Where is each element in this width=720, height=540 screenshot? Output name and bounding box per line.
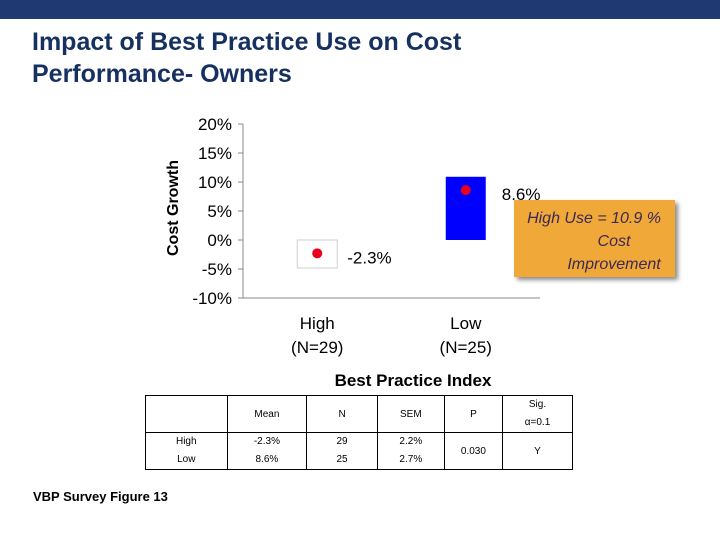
header-p: P (443, 395, 504, 433)
sig-value: Y (502, 432, 573, 470)
x-tick-label: Low (450, 314, 482, 333)
callout-line-2: Cost (598, 233, 631, 250)
callout-box: High Use = 10.9 % Cost Improvement (514, 200, 675, 277)
mean-high: -2.3% (253, 436, 280, 447)
x-tick-label: High (300, 314, 335, 333)
stats-table: Mean N SEM P Sig. α=0.1 High Low -2.3% 8… (145, 395, 573, 470)
value-label: 8.6% (502, 185, 541, 204)
header-mean: Mean (226, 395, 308, 433)
title-line-2: Performance- Owners (32, 60, 292, 88)
row-labels: High Low (145, 432, 228, 470)
y-axis-label: Cost Growth (165, 160, 182, 256)
table-row: High Low -2.3% 8.6% 29 25 2.2% 2.7% 0.03… (145, 432, 573, 470)
p-value: 0.030 (443, 432, 504, 470)
table-header-row: Mean N SEM P Sig. α=0.1 (145, 395, 573, 433)
y-tick-label: 20% (198, 115, 232, 134)
mean-points (296, 185, 471, 269)
mean-values: -2.3% 8.6% (226, 432, 308, 470)
x-axis-ticks: High (N=29) Low (N=25) (291, 314, 492, 357)
y-tick-label: 15% (198, 144, 232, 163)
y-tick-label: -10% (192, 289, 232, 308)
row-label-high: High (175, 436, 197, 447)
n-low: 25 (336, 454, 348, 465)
header-sig-label: Sig. (528, 399, 547, 410)
value-label: -2.3% (347, 248, 391, 267)
footer-caption: VBP Survey Figure 13 (33, 489, 168, 504)
mean-point (460, 185, 471, 196)
header-n: N (306, 395, 378, 433)
row-label-low: Low (177, 454, 196, 465)
header-bar (0, 0, 720, 19)
value-labels: -2.3% 8.6% (347, 185, 540, 267)
y-tick-label: 0% (207, 231, 232, 250)
x-tick-label: (N=25) (440, 338, 492, 357)
y-tick-label: 5% (207, 202, 232, 221)
n-values: 29 25 (306, 432, 378, 470)
sem-values: 2.2% 2.7% (376, 432, 445, 470)
mean-point (312, 248, 323, 259)
sem-high: 2.2% (399, 436, 423, 447)
x-tick-label: (N=29) (291, 338, 343, 357)
header-sig: Sig. α=0.1 (502, 395, 573, 433)
header-sig-alpha: α=0.1 (524, 417, 551, 428)
cost-growth-chart: Cost Growth 20% 15% 10% 5% 0% -5% -10% -2.3% 8.… (165, 115, 675, 390)
title-line-1: Impact of Best Practice Use on Cost (32, 28, 462, 56)
header-sem: SEM (376, 395, 445, 433)
x-axis-label: Best Practice Index (335, 371, 492, 390)
callout-background (514, 200, 675, 277)
y-tick-label: -5% (202, 260, 232, 279)
page-title: Impact of Best Practice Use on Cost Perf… (32, 26, 672, 90)
y-axis-ticks: 20% 15% 10% 5% 0% -5% -10% (192, 115, 243, 308)
sem-low: 2.7% (399, 454, 423, 465)
y-tick-label: 10% (198, 173, 232, 192)
n-high: 29 (336, 436, 348, 447)
callout-line-3: Improvement (567, 256, 661, 273)
table-corner-cell (145, 395, 228, 433)
callout-line-1: High Use = 10.9 % (527, 210, 661, 227)
mean-low: 8.6% (255, 454, 279, 465)
